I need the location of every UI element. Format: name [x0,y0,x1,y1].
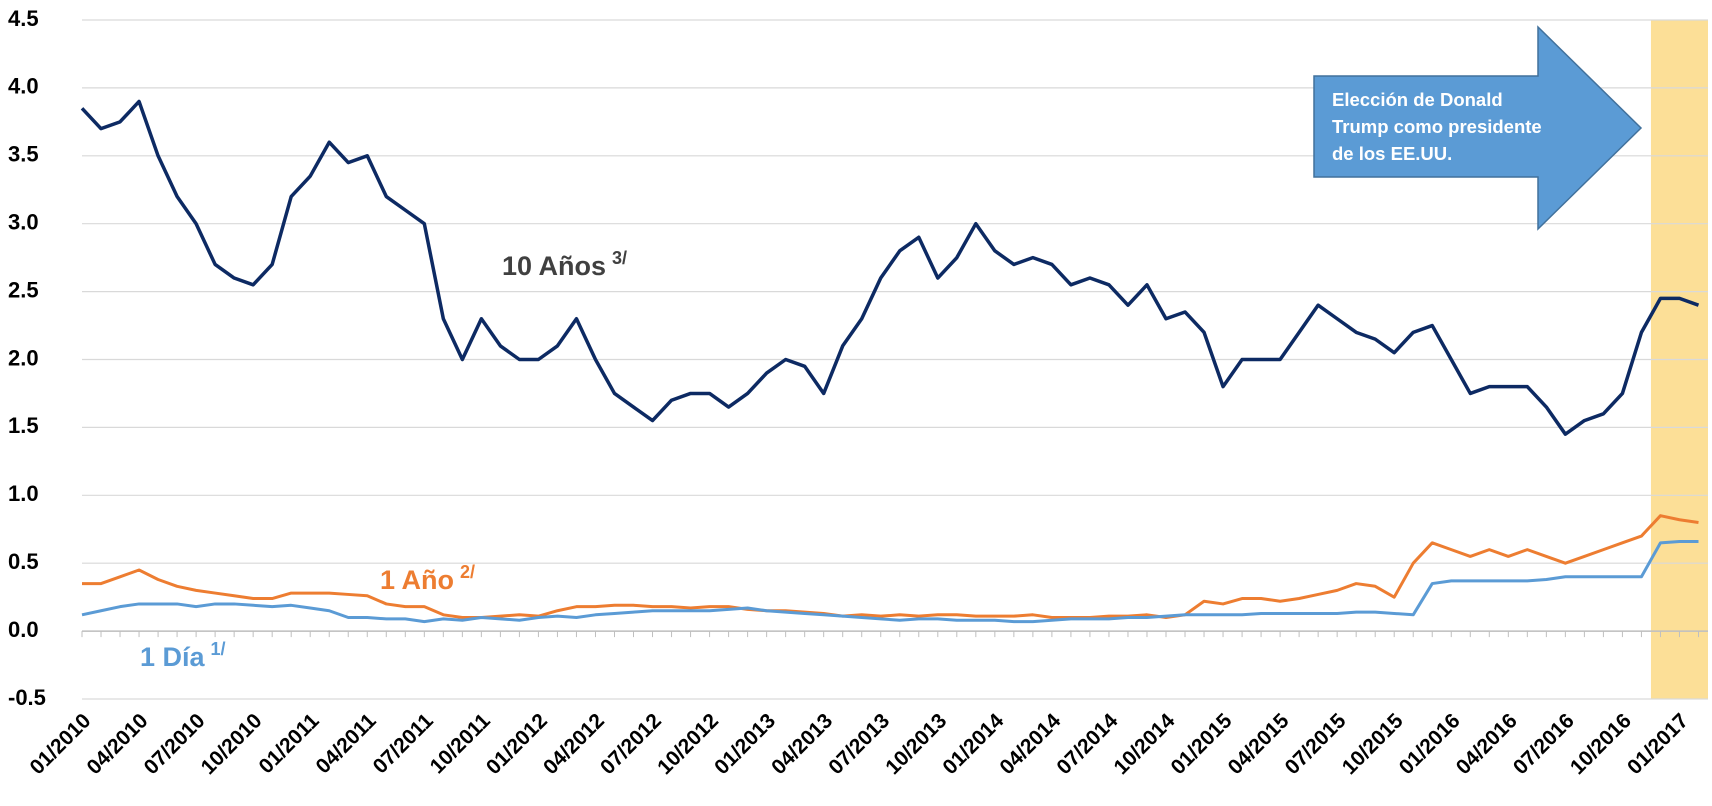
x-tick-label: 01/2014 [938,709,1008,779]
x-tick-label: 07/2014 [1052,709,1122,779]
x-tick-label: 07/2011 [369,709,438,778]
series-note: 1/ [211,639,226,659]
x-tick-label: 10/2010 [197,709,267,779]
x-tick-label: 04/2013 [767,709,837,779]
y-tick-label: 0.0 [8,617,39,642]
x-tick-label: 07/2016 [1509,709,1579,779]
y-tick-label: 1.5 [8,413,39,438]
y-tick-label: 3.5 [8,142,39,167]
x-tick-label: 01/2013 [710,709,780,779]
x-tick-label: 01/2010 [26,709,96,779]
x-tick-label: 10/2013 [881,709,951,779]
x-tick-label: 01/2011 [255,709,324,778]
annotation-text: Elección de Donald [1332,89,1503,110]
x-tick-label: 04/2015 [1224,709,1294,779]
line-series [82,514,1699,620]
x-tick-label: 10/2016 [1566,709,1636,779]
y-tick-label: 0.5 [8,549,39,574]
y-tick-label: -0.5 [8,685,46,710]
y-tick-label: 4.0 [8,74,39,99]
x-tick-label: 07/2010 [140,709,210,779]
x-tick-label: 07/2012 [596,709,666,779]
y-tick-label: 1.0 [8,481,39,506]
y-tick-label: 2.5 [8,277,39,302]
series-note: 2/ [460,562,475,582]
line-series [80,99,1700,436]
series-label: 10 Años 3/ [502,248,627,281]
series-name: 1 Año [380,565,454,595]
x-tick-label: 01/2012 [482,709,552,779]
x-tick-label: 10/2012 [653,709,723,779]
x-tick-label: 04/2012 [539,709,609,779]
x-tick-label: 04/2010 [83,709,153,779]
x-tick-label: 04/2011 [312,709,381,778]
series-label: 1 Día 1/ [140,639,226,672]
x-tick-label: 04/2014 [995,709,1065,779]
x-tick-label: 10/2015 [1338,709,1408,779]
annotation-text: Trump como presidente [1332,116,1542,137]
series-name: 10 Años [502,251,606,281]
x-tick-label: 07/2015 [1281,709,1351,779]
x-tick-label: 01/2017 [1623,709,1693,779]
x-tick-label: 07/2013 [824,709,894,779]
line-series [81,539,1699,624]
x-tick-label: 01/2016 [1395,709,1465,779]
series-note: 3/ [612,248,627,268]
x-tick-label: 10/2011 [426,709,495,778]
series-name: 1 Día [140,642,206,672]
x-tick-label: 10/2014 [1110,709,1180,779]
series-label: 1 Año 2/ [380,562,475,595]
y-tick-label: 2.0 [8,345,39,370]
x-tick-label: 04/2016 [1452,709,1522,779]
y-tick-label: 4.5 [8,6,39,31]
y-tick-label: 3.0 [8,210,39,235]
x-tick-label: 01/2015 [1167,709,1237,779]
annotation-arrow [1313,25,1643,231]
annotation-text: de los EE.UU. [1332,143,1452,164]
